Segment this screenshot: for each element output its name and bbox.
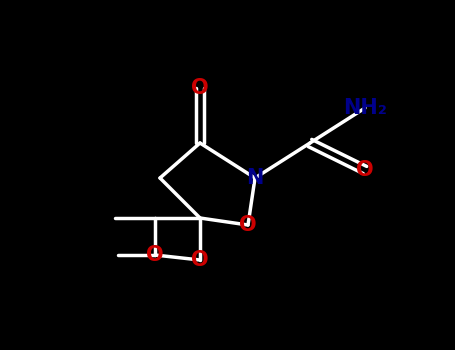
Text: O: O xyxy=(191,250,209,270)
Text: N: N xyxy=(246,168,264,188)
Text: O: O xyxy=(356,160,374,180)
Text: O: O xyxy=(239,215,257,235)
Text: O: O xyxy=(146,245,164,265)
Text: NH₂: NH₂ xyxy=(343,98,387,118)
Text: O: O xyxy=(191,78,209,98)
